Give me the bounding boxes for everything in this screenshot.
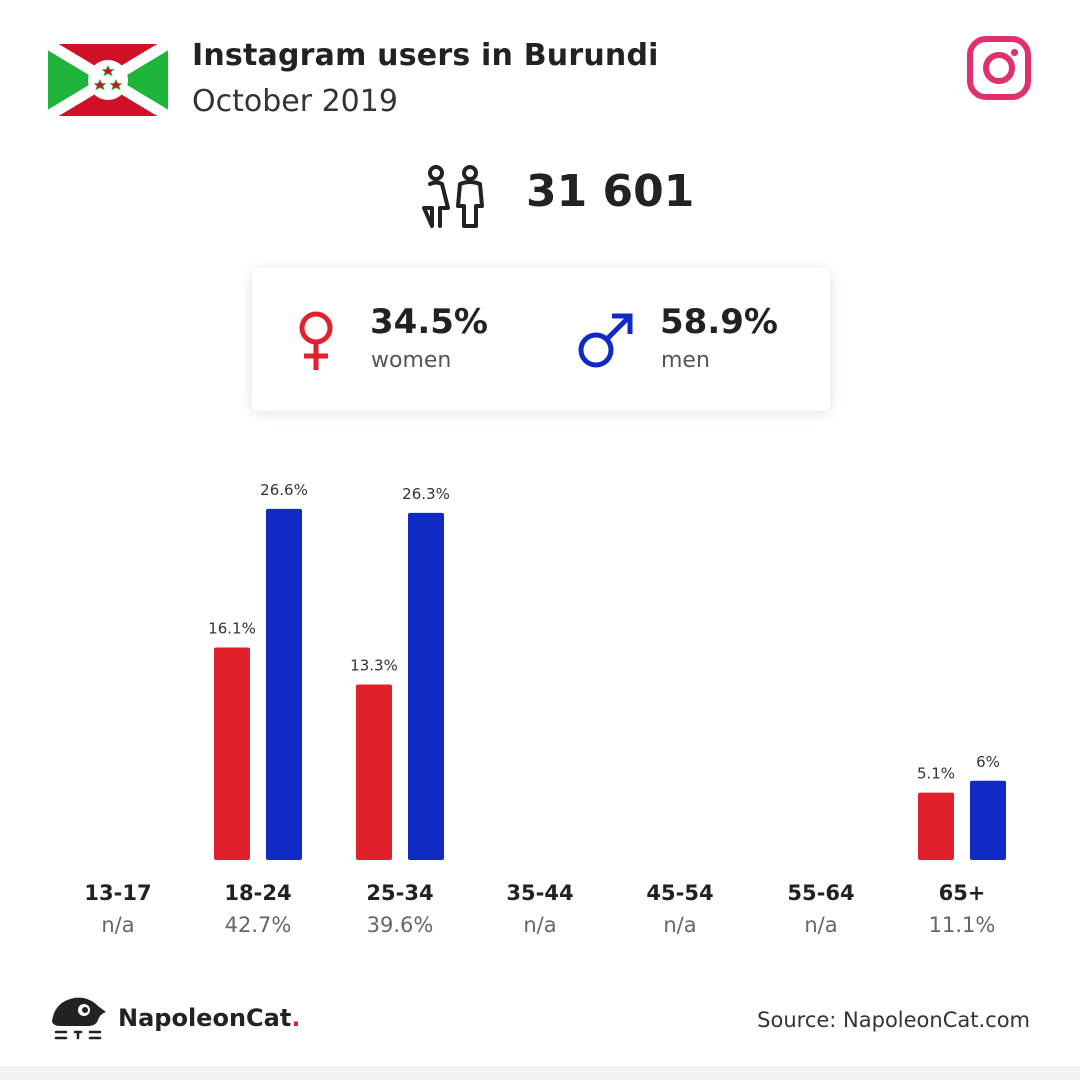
bar-men-25-34 [408,512,444,860]
source-text: Source: NapoleonCat.com [757,1008,1030,1032]
category-total: n/a [804,913,837,937]
total-users: 31 601 [526,166,695,217]
brand-name: NapoleonCat. [118,1004,301,1032]
women-percentage: 34.5% [370,302,488,342]
bar-value-label: 13.3% [350,656,398,674]
category-label: 65+ [939,881,986,905]
category-total: 39.6% [367,913,434,937]
footer-strip [0,1066,1080,1080]
bar-value-label: 26.3% [402,485,450,503]
female-icon [299,311,333,370]
men-percentage: 58.9% [660,302,778,342]
bar-women-25-34 [356,684,392,860]
users-icon [422,165,484,228]
bar-men-18-24 [266,508,302,860]
category-total: n/a [663,913,696,937]
instagram-icon [967,36,1031,100]
category-label: 13-17 [84,881,151,905]
bar-women-65+ [918,792,954,860]
category-total: 11.1% [929,913,996,937]
women-label: women [371,348,452,373]
men-label: men [661,348,710,373]
age-gender-chart: 13-17 n/a 16.1% 26.6% 18-24 42.7% 13.3% 26.3% 25… [84,481,1006,937]
bar-value-label: 5.1% [917,765,955,783]
bar-women-18-24 [214,647,250,860]
category-total: n/a [101,913,134,937]
page-subtitle: October 2019 [192,84,398,119]
page-title: Instagram users in Burundi [192,38,659,73]
category-label: 45-54 [646,881,713,905]
bar-men-65+ [970,780,1006,860]
burundi-flag [48,44,168,116]
category-label: 25-34 [366,881,433,905]
napoleoncat-logo [52,997,106,1040]
bar-value-label: 26.6% [260,481,308,499]
bar-value-label: 6% [976,753,1000,771]
category-label: 35-44 [506,881,573,905]
category-total: 42.7% [225,913,292,937]
category-label: 55-64 [787,881,854,905]
category-label: 18-24 [224,881,291,905]
gender-card [252,268,830,411]
bar-value-label: 16.1% [208,619,256,637]
male-icon [578,313,633,368]
category-total: n/a [523,913,556,937]
